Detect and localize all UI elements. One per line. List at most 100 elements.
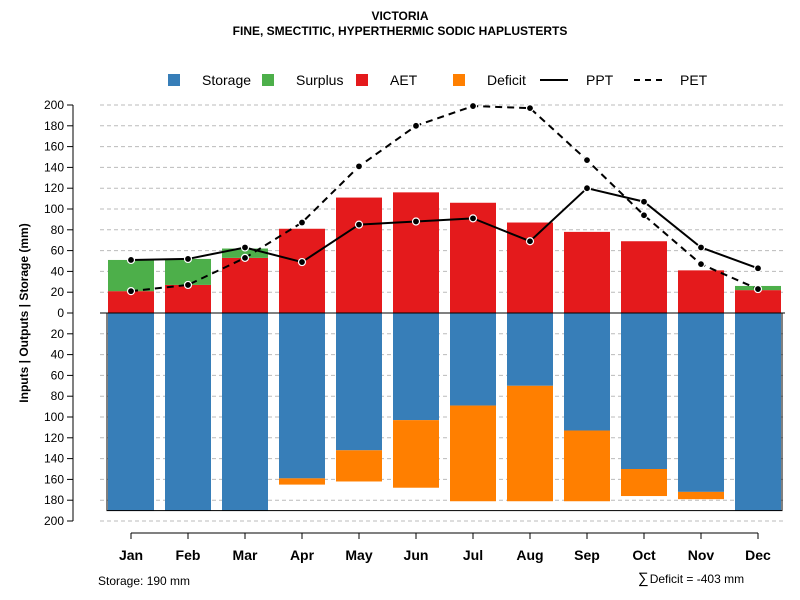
y-tick-label: 200 bbox=[44, 98, 64, 112]
y-tick-label: 100 bbox=[44, 410, 64, 424]
deficit-bar bbox=[621, 469, 667, 497]
ppt-point bbox=[696, 243, 706, 252]
chart-title: VICTORIA bbox=[371, 9, 429, 23]
aet-bar bbox=[735, 290, 781, 313]
deficit-total: Deficit = -403 mm bbox=[649, 572, 745, 586]
pet-point bbox=[753, 284, 763, 294]
pet-line bbox=[130, 105, 759, 293]
y-tick-label: 140 bbox=[44, 160, 64, 174]
surplus-bar bbox=[108, 259, 154, 292]
surplus-bar bbox=[165, 258, 211, 285]
deficit-bar bbox=[564, 430, 610, 502]
y-tick-label: 100 bbox=[44, 202, 64, 216]
pet-point bbox=[126, 287, 136, 296]
ppt-point bbox=[582, 184, 592, 193]
ppt-point bbox=[525, 237, 535, 246]
y-tick-label: 60 bbox=[51, 368, 65, 382]
aet-bar bbox=[279, 228, 325, 313]
ppt-point bbox=[411, 217, 421, 226]
y-tick-label: 40 bbox=[51, 264, 65, 278]
y-tick-label: 40 bbox=[51, 348, 65, 362]
x-tick-label: May bbox=[345, 547, 372, 563]
ppt-point bbox=[297, 257, 307, 267]
pet-point bbox=[411, 121, 421, 130]
y-tick-label: 60 bbox=[51, 244, 65, 258]
y-tick-label: 20 bbox=[51, 327, 65, 341]
storage-bar bbox=[621, 313, 667, 469]
storage-bar bbox=[450, 313, 496, 406]
x-tick-label: Dec bbox=[745, 547, 771, 563]
pet-point bbox=[525, 104, 535, 113]
y-tick-label: 0 bbox=[57, 306, 64, 320]
legend-label-aet: AET bbox=[390, 72, 418, 88]
legend-swatch-aet bbox=[356, 74, 368, 86]
storage-bar bbox=[507, 313, 553, 386]
legend-label-storage: Storage bbox=[202, 72, 252, 88]
surplus-bar bbox=[222, 248, 268, 258]
storage-bar bbox=[393, 313, 439, 421]
y-tick-label: 120 bbox=[44, 181, 64, 195]
legend-item-aet: AET bbox=[356, 70, 417, 90]
storage-bar bbox=[165, 313, 211, 511]
deficit-bar bbox=[678, 491, 724, 500]
legend-item-deficit: Deficit bbox=[453, 70, 526, 90]
x-tick-label: Jul bbox=[463, 547, 483, 563]
legend-item-surplus: Surplus bbox=[262, 70, 343, 90]
ppt-point bbox=[468, 214, 478, 223]
x-tick-label: Jan bbox=[119, 547, 143, 563]
storage-bar bbox=[564, 313, 610, 431]
aet-bar bbox=[108, 291, 154, 313]
legend-label-deficit: Deficit bbox=[487, 72, 526, 88]
pet-point bbox=[240, 253, 250, 262]
y-tick-label: 20 bbox=[51, 285, 65, 299]
chart-subtitle: FINE, SMECTITIC, HYPERTHERMIC SODIC HAPL… bbox=[232, 24, 568, 38]
pet-point bbox=[183, 280, 193, 290]
storage-bar bbox=[279, 313, 325, 479]
legend-item-ppt: PPT bbox=[540, 70, 613, 90]
ppt-point bbox=[354, 220, 364, 229]
legend-item-storage: Storage bbox=[168, 70, 251, 90]
legend-swatch-storage bbox=[168, 74, 180, 86]
legend-line-ppt bbox=[540, 79, 568, 81]
y-tick-label: 80 bbox=[51, 389, 65, 403]
ppt-point bbox=[183, 254, 193, 264]
aet-bar bbox=[165, 284, 211, 313]
y-tick-label: 200 bbox=[44, 514, 64, 528]
aet-bar bbox=[507, 222, 553, 313]
deficit-bar bbox=[393, 420, 439, 488]
storage-bar bbox=[735, 313, 781, 511]
x-tick-label: Jun bbox=[404, 547, 429, 563]
aet-bar bbox=[336, 197, 382, 313]
deficit-note: ∑Deficit = -403 mm bbox=[638, 570, 744, 587]
y-tick-label: 180 bbox=[44, 493, 64, 507]
ppt-point bbox=[126, 255, 136, 265]
legend-label-ppt: PPT bbox=[586, 72, 614, 88]
sum-symbol: ∑ bbox=[638, 570, 649, 587]
pet-point bbox=[297, 218, 307, 227]
x-tick-label: Feb bbox=[176, 547, 201, 563]
pet-point bbox=[696, 260, 706, 269]
storage-bar bbox=[336, 313, 382, 451]
aet-bar bbox=[393, 192, 439, 313]
storage-note: Storage: 190 mm bbox=[98, 574, 191, 588]
legend-item-pet: PET bbox=[634, 70, 707, 90]
ppt-line bbox=[130, 187, 759, 270]
y-tick-label: 140 bbox=[44, 452, 64, 466]
storage-bar bbox=[222, 313, 268, 511]
x-tick-label: Aug bbox=[516, 547, 543, 563]
legend-swatch-surplus bbox=[262, 74, 274, 86]
legend-line-pet bbox=[634, 79, 662, 81]
pet-point bbox=[582, 156, 592, 165]
deficit-bar bbox=[279, 478, 325, 485]
ppt-point bbox=[240, 243, 250, 252]
storage-bar bbox=[678, 313, 724, 492]
y-tick-label: 160 bbox=[44, 472, 64, 486]
aet-bar bbox=[222, 257, 268, 313]
ppt-point bbox=[753, 264, 763, 273]
x-tick-label: Mar bbox=[233, 547, 258, 563]
pet-point bbox=[468, 101, 478, 111]
storage-bar bbox=[108, 313, 154, 511]
deficit-bar bbox=[450, 405, 496, 502]
deficit-bar bbox=[507, 385, 553, 502]
